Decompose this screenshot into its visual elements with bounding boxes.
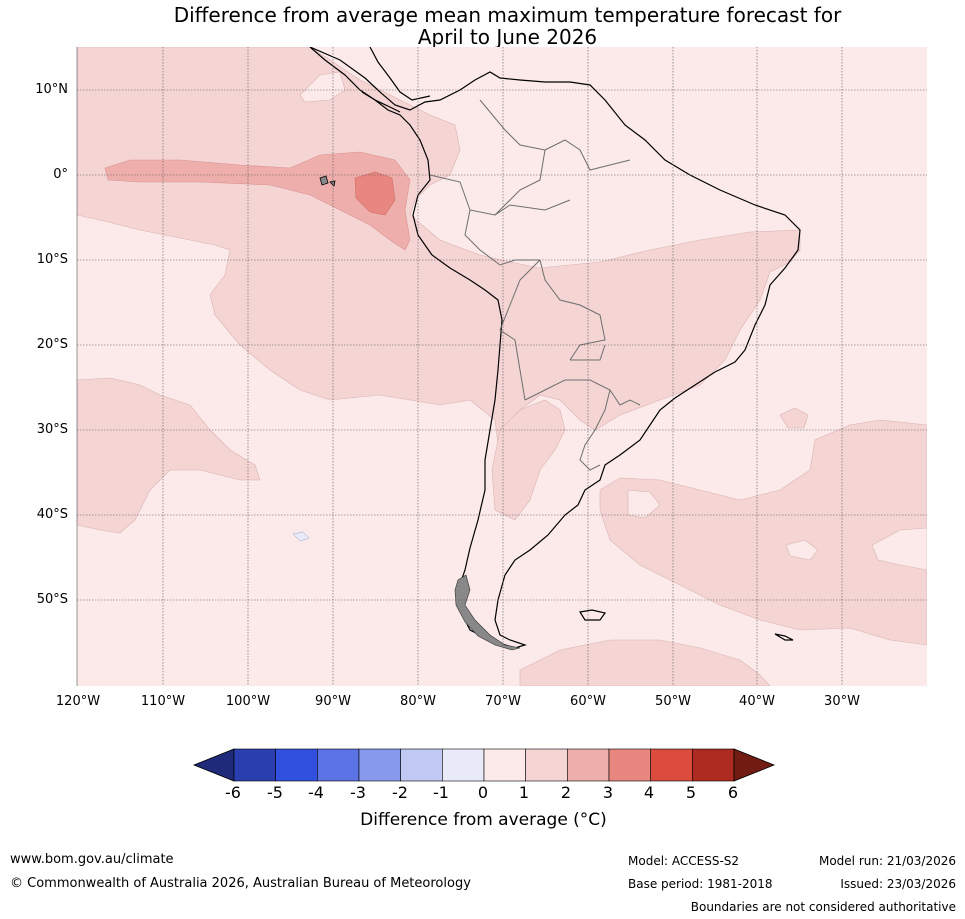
lon-label-70w: 70°W (485, 694, 521, 709)
lat-label-40s: 40°S (36, 507, 68, 522)
footer-website[interactable]: www.bom.gov.au/climate (10, 852, 174, 867)
anomaly-region-1-2-south-atlantic (599, 419, 927, 646)
lon-label-50w: 50°W (655, 694, 691, 709)
colorbar-segment (650, 748, 693, 782)
map-title: Difference from average mean maximum tem… (0, 4, 965, 48)
colorbar-tick: 6 (727, 783, 739, 802)
colorbar-tick: -2 (392, 783, 408, 802)
lat-label-0: 0° (53, 167, 68, 182)
lon-label-90w: 90°W (315, 694, 351, 709)
anomaly-region-1-2-north-pacific (77, 47, 801, 461)
title-line-1: Difference from average mean maximum tem… (173, 3, 842, 27)
colorbar-segment (358, 748, 401, 782)
country-borders (429, 99, 641, 471)
colorbar-extend-low (192, 748, 235, 782)
lat-label-10n: 10°N (35, 82, 68, 97)
anomaly-hole-0-1-atlantic-east (871, 527, 927, 571)
anomaly-hole-0-1-atlantic-small (785, 539, 819, 561)
lon-label-60w: 60°W (570, 694, 606, 709)
colorbar-segment (483, 748, 526, 782)
map-area (77, 47, 927, 686)
colorbar-tick: -1 (433, 783, 449, 802)
colorbar-tick: 1 (518, 783, 530, 802)
colorbar-tick: -6 (225, 783, 241, 802)
coastline-central-america-north (369, 47, 431, 101)
anomaly-hole-0-1-uruguay (627, 489, 661, 519)
lon-label-120w: 120°W (55, 694, 101, 709)
footer-issued: Issued: 23/03/2026 (840, 877, 956, 891)
colorbar-segment (233, 748, 276, 782)
anomaly-region-negative-small (292, 531, 310, 542)
footer-base-period: Base period: 1981-2018 (628, 877, 773, 891)
colorbar-segment (567, 748, 610, 782)
footer-copyright: © Commonwealth of Australia 2026, Austra… (10, 876, 471, 891)
colorbar-segment (317, 748, 360, 782)
lat-label-20s: 20°S (36, 337, 68, 352)
anomaly-region-1-2-south-pacific (77, 377, 261, 534)
colorbar-segment (442, 748, 485, 782)
colorbar-segment (400, 748, 443, 782)
footer-model: Model: ACCESS-S2 (628, 854, 740, 868)
colorbar-segment (525, 748, 568, 782)
colorbar-tick: 3 (602, 783, 614, 802)
lon-label-100w: 100°W (225, 694, 271, 709)
anomaly-region-1-2-brazil-coast (779, 407, 809, 429)
coastline-south-georgia (774, 633, 794, 641)
colorbar-tick: -4 (308, 783, 324, 802)
lon-label-110w: 110°W (140, 694, 186, 709)
lon-label-30w: 30°W (824, 694, 860, 709)
colorbar-tick: 0 (477, 783, 489, 802)
coastline-chile-archipelago (454, 574, 521, 651)
colorbar-extend-high (733, 748, 776, 782)
colorbar (192, 748, 776, 782)
lon-label-80w: 80°W (400, 694, 436, 709)
footer-model-run: Model run: 21/03/2026 (818, 854, 956, 868)
lat-label-10s: 10°S (36, 252, 68, 267)
colorbar-label: Difference from average (°C) (360, 810, 607, 830)
anomaly-region-3-4-core (354, 171, 396, 216)
anomaly-region-1-2-patagonia-south (519, 639, 771, 686)
colorbar-tick: 5 (685, 783, 697, 802)
graticule (77, 47, 927, 686)
coastline-galapagos (319, 175, 336, 187)
anomaly-region-2-3-equatorial (104, 151, 411, 251)
colorbar-tick: 4 (643, 783, 655, 802)
lon-label-40w: 40°W (739, 694, 775, 709)
coastline-falklands (579, 609, 607, 621)
title-line-2: April to June 2026 (417, 25, 598, 49)
lat-label-30s: 30°S (36, 422, 68, 437)
colorbar-segment (275, 748, 318, 782)
colorbar-segment (692, 748, 735, 782)
coastline-south-america (309, 47, 801, 649)
footer-disclaimer: Boundaries are not considered authoritat… (690, 900, 956, 914)
colorbar-tick: 2 (560, 783, 572, 802)
colorbar-tick: -3 (350, 783, 366, 802)
colorbar-segment (608, 748, 651, 782)
colorbar-tick: -5 (267, 783, 283, 802)
lat-label-50s: 50°S (36, 592, 68, 607)
